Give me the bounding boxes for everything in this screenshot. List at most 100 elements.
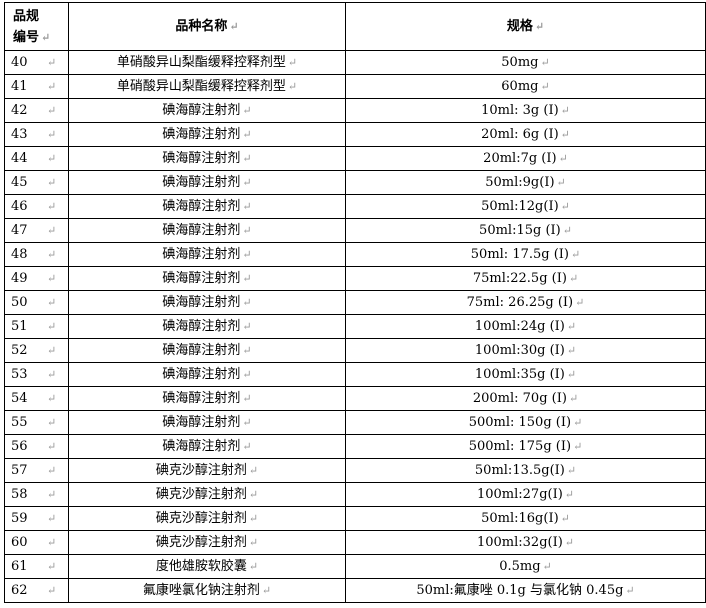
paragraph-mark-icon: ↵ <box>242 200 252 213</box>
table-row: 54 ↵ 碘海醇注射剂 ↵ 200ml: 70g (I) ↵ <box>4 386 706 411</box>
paragraph-mark-icon: ↵ <box>558 152 568 165</box>
paragraph-mark-icon: ↵ <box>566 464 577 477</box>
drug-name: 碘克沙醇注射剂 <box>155 535 247 550</box>
paragraph-mark-icon: ↵ <box>47 320 57 333</box>
cell-specification: 50ml:氟康唑 0.1g 与氯化钠 0.45g ↵ <box>345 578 706 603</box>
cell-drug-name: 单硝酸异山梨酯缓释控释剂型 ↵ <box>68 50 346 75</box>
drug-name: 碘克沙醇注射剂 <box>155 463 247 478</box>
paragraph-mark-icon: ↵ <box>560 200 570 213</box>
cell-spec-number: 55 ↵ <box>4 410 69 435</box>
paragraph-mark-icon: ↵ <box>248 464 259 477</box>
paragraph-mark-icon: ↵ <box>573 440 583 453</box>
cell-spec-number: 50 ↵ <box>4 290 69 315</box>
specification: 50ml:12g(Ⅰ) <box>481 199 559 214</box>
cell-spec-number: 60 ↵ <box>4 530 69 555</box>
paragraph-mark-icon: ↵ <box>573 416 583 429</box>
paragraph-mark-icon: ↵ <box>229 20 239 33</box>
specification: 100ml:30g (I) <box>474 343 565 358</box>
cell-drug-name: 碘海醇注射剂 ↵ <box>68 314 346 339</box>
cell-drug-name: 碘海醇注射剂 ↵ <box>68 146 346 171</box>
drug-name: 碘海醇注射剂 <box>162 127 241 142</box>
paragraph-mark-icon: ↵ <box>564 488 575 501</box>
cell-spec-number: 42 ↵ <box>4 98 69 123</box>
drug-name: 碘海醇注射剂 <box>162 319 241 334</box>
cell-drug-name: 碘海醇注射剂 ↵ <box>68 362 346 387</box>
paragraph-mark-icon: ↵ <box>242 416 252 429</box>
paragraph-mark-icon: ↵ <box>566 344 577 357</box>
cell-specification: 20ml: 6g (I) ↵ <box>345 122 706 147</box>
cell-drug-name: 碘克沙醇注射剂 ↵ <box>68 458 346 483</box>
cell-specification: 100ml:30g (I) ↵ <box>345 338 706 363</box>
specification: 200ml: 70g (I) <box>472 391 567 406</box>
table-row: 41 ↵ 单硝酸异山梨酯缓释控释剂型 ↵ 60mg ↵ <box>4 74 706 99</box>
paragraph-mark-icon: ↵ <box>568 272 579 285</box>
specification: 50ml:13.5g(I) <box>474 463 565 478</box>
paragraph-mark-icon: ↵ <box>41 30 51 44</box>
spec-number: 40 <box>11 55 28 70</box>
drug-name: 单硝酸异山梨酯缓释控释剂型 <box>116 79 286 94</box>
cell-specification: 50ml: 17.5g (I) ↵ <box>345 242 706 267</box>
spec-number: 49 <box>11 271 28 286</box>
drug-name: 度他雄胺软胶囊 <box>155 559 247 574</box>
drug-name: 碘海醇注射剂 <box>162 391 241 406</box>
paragraph-mark-icon: ↵ <box>47 224 57 237</box>
cell-drug-name: 碘海醇注射剂 ↵ <box>68 290 346 315</box>
specification: 50ml:9g(Ⅰ) <box>485 175 555 190</box>
table-row: 61 ↵ 度他雄胺软胶囊 ↵ 0.5mg ↵ <box>4 554 706 579</box>
spec-number: 55 <box>11 415 28 430</box>
specification: 50ml:15g (I) <box>479 223 561 238</box>
header-specification: 规格 ↵ <box>345 2 706 51</box>
cell-spec-number: 40 ↵ <box>4 50 69 75</box>
specification: 10ml: 3g (I) <box>481 103 559 118</box>
drug-name: 碘海醇注射剂 <box>162 103 241 118</box>
paragraph-mark-icon: ↵ <box>534 20 545 33</box>
paragraph-mark-icon: ↵ <box>242 440 252 453</box>
paragraph-mark-icon: ↵ <box>242 128 252 141</box>
cell-drug-name: 碘克沙醇注射剂 ↵ <box>68 506 346 531</box>
cell-specification: 50ml:9g(Ⅰ) ↵ <box>345 170 706 195</box>
drug-name: 碘海醇注射剂 <box>162 415 241 430</box>
drug-name: 碘海醇注射剂 <box>162 151 241 166</box>
cell-spec-number: 57 ↵ <box>4 458 69 483</box>
cell-specification: 500ml: 150g (I) ↵ <box>345 410 706 435</box>
header-row: 品规 编号 ↵ 品种名称 ↵ 规格 ↵ <box>4 2 706 51</box>
cell-spec-number: 59 ↵ <box>4 506 69 531</box>
drug-spec-table: 品规 编号 ↵ 品种名称 ↵ 规格 ↵ 40 ↵ 单硝酸异山梨酯缓释控释剂型 ↵ 50mg ↵ 41… <box>4 2 706 603</box>
table-row: 60 ↵ 碘克沙醇注射剂 ↵ 100ml:32g(I) ↵ <box>4 530 706 555</box>
paragraph-mark-icon: ↵ <box>47 152 57 165</box>
table-row: 44 ↵ 碘海醇注射剂 ↵ 20ml:7g (I) ↵ <box>4 146 706 171</box>
specification: 75ml: 26.25g (I) <box>466 295 574 310</box>
cell-drug-name: 碘海醇注射剂 ↵ <box>68 122 346 147</box>
paragraph-mark-icon: ↵ <box>47 416 57 429</box>
paragraph-mark-icon: ↵ <box>564 536 575 549</box>
cell-drug-name: 碘海醇注射剂 ↵ <box>68 410 346 435</box>
header-drug-name: 品种名称 ↵ <box>68 2 346 51</box>
cell-drug-name: 碘海醇注射剂 ↵ <box>68 338 346 363</box>
cell-drug-name: 单硝酸异山梨酯缓释控释剂型 ↵ <box>68 74 346 99</box>
cell-specification: 100ml:35g (I) ↵ <box>345 362 706 387</box>
paragraph-mark-icon: ↵ <box>47 392 57 405</box>
paragraph-mark-icon: ↵ <box>47 464 57 477</box>
cell-spec-number: 44 ↵ <box>4 146 69 171</box>
specification: 100ml:32g(I) <box>476 535 563 550</box>
cell-spec-number: 47 ↵ <box>4 218 69 243</box>
cell-drug-name: 碘克沙醇注射剂 ↵ <box>68 482 346 507</box>
paragraph-mark-icon: ↵ <box>248 536 259 549</box>
cell-specification: 200ml: 70g (I) ↵ <box>345 386 706 411</box>
paragraph-mark-icon: ↵ <box>47 536 57 549</box>
cell-specification: 100ml:27g(I) ↵ <box>345 482 706 507</box>
cell-spec-number: 61 ↵ <box>4 554 69 579</box>
spec-number: 62 <box>11 583 28 598</box>
spec-number: 61 <box>11 559 28 574</box>
specification: 50ml:氟康唑 0.1g 与氯化钠 0.45g <box>416 583 624 598</box>
specification: 20ml: 6g (I) <box>481 127 559 142</box>
specification: 50ml:16g(I) <box>481 511 559 526</box>
paragraph-mark-icon: ↵ <box>242 320 252 333</box>
spec-number: 54 <box>11 391 28 406</box>
drug-name: 碘海醇注射剂 <box>162 247 241 262</box>
table-row: 57 ↵ 碘克沙醇注射剂 ↵ 50ml:13.5g(I) ↵ <box>4 458 706 483</box>
paragraph-mark-icon: ↵ <box>242 104 252 117</box>
paragraph-mark-icon: ↵ <box>540 80 550 93</box>
spec-number: 47 <box>11 223 28 238</box>
drug-name: 碘海醇注射剂 <box>162 439 241 454</box>
